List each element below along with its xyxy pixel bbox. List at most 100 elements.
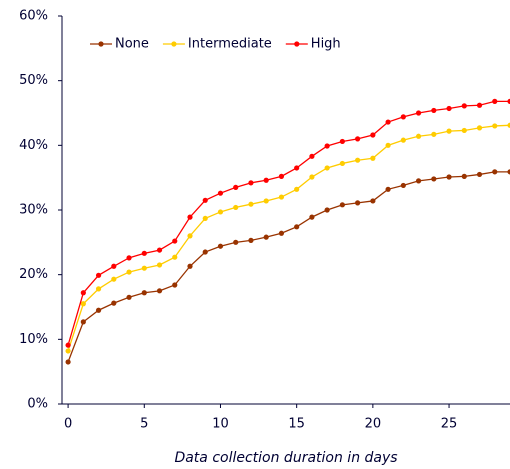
y-tick-label: 50% <box>19 73 48 88</box>
data-point <box>141 265 147 271</box>
data-point <box>248 201 254 207</box>
y-tick-label: 40% <box>19 138 48 153</box>
data-point <box>461 103 467 109</box>
legend-marker <box>171 41 177 47</box>
data-point <box>294 186 300 192</box>
legend-marker <box>98 41 104 47</box>
data-point <box>507 169 510 175</box>
legend-label: Intermediate <box>188 37 272 52</box>
data-point <box>324 207 330 213</box>
y-tick-label: 20% <box>19 267 48 282</box>
data-point <box>415 178 422 184</box>
data-point <box>172 282 178 288</box>
data-point <box>172 254 178 260</box>
data-point <box>461 173 467 179</box>
series-line <box>67 124 510 352</box>
data-point <box>126 255 132 261</box>
x-tick-label: 15 <box>288 417 305 432</box>
x-axis-label: Data collection duration in days <box>174 450 397 466</box>
data-point <box>431 131 437 137</box>
data-point <box>415 133 422 139</box>
data-point <box>370 155 376 161</box>
data-point <box>278 194 285 200</box>
data-point <box>233 204 239 211</box>
data-point <box>187 263 193 269</box>
data-point <box>339 138 345 145</box>
data-point <box>476 125 483 131</box>
data-point <box>385 186 391 192</box>
data-point <box>111 276 117 282</box>
data-point <box>339 160 345 167</box>
legend-label: High <box>311 37 341 52</box>
data-point <box>400 114 406 120</box>
data-point <box>355 136 361 142</box>
data-point <box>111 263 117 269</box>
data-point <box>80 319 86 325</box>
series-line <box>67 100 510 346</box>
x-tick-label: 10 <box>212 417 229 432</box>
data-point <box>233 184 239 190</box>
data-point <box>492 169 498 175</box>
data-point <box>492 98 498 104</box>
data-point <box>400 182 406 189</box>
data-point <box>309 174 315 180</box>
data-point <box>446 128 452 134</box>
data-point <box>65 348 71 354</box>
data-point <box>278 230 285 236</box>
data-point <box>263 177 269 183</box>
x-tick-label: 5 <box>140 417 148 432</box>
y-tick-label: 0% <box>27 397 48 412</box>
legend-label: None <box>115 37 149 52</box>
data-point <box>202 215 208 222</box>
data-point <box>202 197 208 203</box>
data-point <box>355 157 361 163</box>
data-point <box>202 249 208 255</box>
data-point <box>111 300 117 306</box>
data-point <box>95 272 102 278</box>
data-point <box>95 307 102 313</box>
data-point <box>446 105 452 112</box>
data-point <box>446 174 452 180</box>
data-point <box>476 171 483 178</box>
data-point <box>294 165 300 171</box>
y-tick-label: 60% <box>19 9 48 24</box>
data-point <box>141 250 147 256</box>
data-point <box>324 143 330 149</box>
data-point <box>126 294 132 300</box>
data-point <box>370 132 376 138</box>
data-point <box>233 239 239 245</box>
x-tick-label: 0 <box>64 417 72 432</box>
data-point <box>80 301 86 307</box>
data-point <box>294 224 300 230</box>
data-point <box>80 290 86 296</box>
data-point <box>263 198 269 204</box>
data-point <box>217 243 224 249</box>
data-point <box>278 173 285 179</box>
data-point <box>217 209 224 215</box>
data-point <box>415 110 422 116</box>
y-tick-label: 10% <box>19 332 48 347</box>
data-point <box>248 237 254 243</box>
data-point <box>156 262 163 268</box>
data-point <box>309 214 315 220</box>
data-point <box>217 190 224 196</box>
data-point <box>187 233 193 239</box>
x-tick-label: 25 <box>441 417 458 432</box>
data-point <box>492 123 498 129</box>
data-point <box>126 269 132 275</box>
legend-marker <box>294 41 300 47</box>
x-tick-label: 20 <box>365 417 382 432</box>
data-point <box>309 153 315 159</box>
data-point <box>431 176 437 182</box>
data-point <box>65 342 71 348</box>
data-point <box>156 247 163 253</box>
data-point <box>370 198 376 204</box>
data-point <box>385 119 391 125</box>
data-point <box>141 290 147 296</box>
data-point <box>172 238 178 244</box>
data-point <box>385 142 391 148</box>
series-line <box>67 171 510 363</box>
data-point <box>431 107 437 114</box>
data-point <box>355 200 361 206</box>
